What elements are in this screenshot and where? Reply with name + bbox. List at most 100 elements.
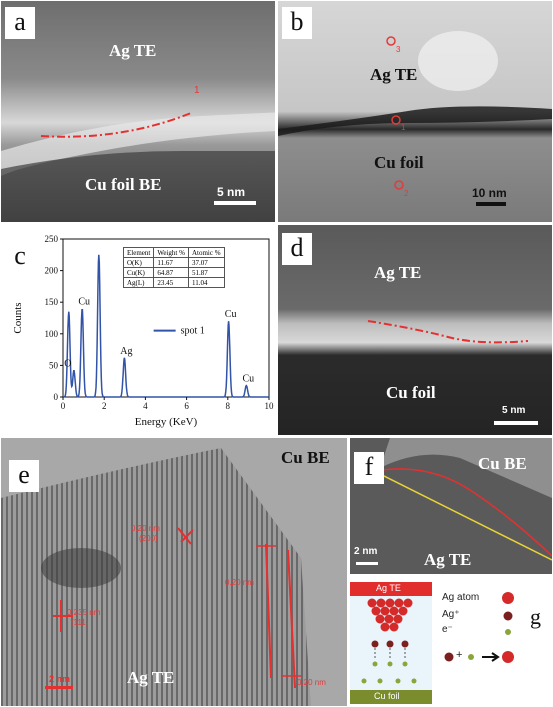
panel-a-label: a: [5, 7, 35, 39]
edx-table-row: O(K) 11.67 37.07: [122, 257, 225, 268]
panel-b-bottom-text: Cu foil: [374, 153, 424, 172]
panel-e-scale-bar: [45, 686, 73, 689]
edx-table-row: Cu(K) 64.87 51.87: [122, 267, 225, 278]
panel-e-annotation: 0.235 nm: [67, 608, 101, 617]
reaction-arrow-icon: [482, 652, 500, 662]
panel-b-scale-label: 10 nm: [472, 186, 507, 200]
edx-table-header: Element Weight % Atomic %: [122, 247, 225, 258]
peak-label: Ag: [120, 346, 132, 357]
panel-d-micrograph: [278, 225, 552, 435]
spot-2-label: 2: [404, 189, 409, 198]
spectrum-line: [63, 254, 269, 398]
interface-line: [367, 320, 529, 344]
panel-e-bottom-text: Ag TE: [127, 668, 175, 687]
edx-cell: Ag(L): [122, 277, 155, 288]
y-tick-label: 100: [45, 329, 59, 339]
panel-d-top-text: Ag TE: [374, 263, 422, 282]
panel-b: b 3 1 2 Ag TE Cu foil 10 nm: [278, 1, 552, 222]
fringe-marker: [287, 549, 296, 689]
edx-header-cell: Atomic %: [187, 247, 225, 258]
panel-f-top-text: Cu BE: [478, 454, 527, 473]
panel-b-label: b: [282, 7, 312, 39]
edx-cell: 11.04: [187, 277, 225, 288]
reaction-ag-atom-icon: [502, 651, 514, 663]
edx-cell: Cu(K): [122, 267, 155, 278]
panel-c-label: c: [5, 241, 35, 273]
panel-f-scale-bar: [356, 562, 378, 565]
interface-line-yellow: [379, 473, 552, 561]
panel-e-label: e: [9, 460, 39, 492]
legend-electron-icon: [505, 629, 511, 635]
panel-d-scale-label: 5 nm: [502, 405, 526, 416]
reaction-electron-icon: [468, 654, 474, 660]
panel-e: e Cu BE Ag TE 0.235 nm (111) 0.20 nm (20…: [1, 438, 347, 706]
spot-2: [394, 180, 404, 190]
panel-b-top-text: Ag TE: [370, 65, 418, 84]
legend-ag-ion: Ag⁺: [442, 609, 460, 620]
panel-a-top-text: Ag TE: [109, 41, 157, 60]
legend-label: spot 1: [181, 326, 205, 337]
peak-label: Cu: [225, 309, 237, 320]
panel-a-bottom-text: Cu foil BE: [85, 175, 162, 194]
panel-a-micrograph: [1, 1, 275, 222]
ag-ions: [371, 640, 409, 648]
fringe-marker: [180, 529, 194, 543]
panel-g-label: g: [530, 604, 541, 629]
ag-cluster: [367, 598, 413, 632]
panel-b-micrograph: [278, 1, 552, 222]
panel-e-annotation: (200): [139, 534, 158, 543]
y-axis-label: Counts: [12, 302, 24, 333]
panel-e-top-text: Cu BE: [281, 448, 330, 467]
y-tick-label: 250: [45, 234, 59, 244]
panel-b-scale-bar: [476, 202, 506, 206]
cu-foil-bar: [350, 690, 432, 704]
spot-1-label: 1: [401, 123, 406, 132]
interface-line-red: [381, 468, 552, 557]
electrons: [361, 661, 417, 684]
panel-f: f Cu BE Ag TE 2 nm: [350, 438, 552, 574]
panel-c: 0 2 4 6 8 10 0 50 100 150 200 250 Energy (KeV) Counts…: [1, 225, 277, 435]
edx-table-row: Ag(L) 23.45 11.04: [122, 277, 225, 288]
spot-3: [386, 36, 396, 46]
fringe-marker: [265, 543, 272, 679]
g-bottom-bar-text: Cu foil: [374, 691, 400, 701]
edx-cell: 64.87: [153, 267, 189, 278]
x-tick-label: 8: [226, 401, 231, 411]
spot-1: [391, 115, 401, 125]
panel-d-scale-bar: [494, 421, 538, 425]
panel-e-annotation: 0.20 nm: [131, 524, 160, 533]
panel-a: a Ag TE 1 Cu foil BE 5 nm: [1, 1, 275, 222]
panel-a-scale-bar: [214, 201, 256, 205]
fringe-marker: [177, 527, 192, 545]
peak-label: Cu: [243, 374, 255, 385]
peak-label: O: [64, 358, 71, 369]
panel-f-bottom-text: Ag TE: [424, 550, 472, 569]
x-tick-label: 4: [143, 401, 148, 411]
panel-d: d Ag TE Cu foil 5 nm: [278, 225, 552, 435]
g-top-bar-text: Ag TE: [376, 583, 401, 593]
edx-cell: 51.87: [187, 267, 225, 278]
ag-te-bar: [350, 582, 432, 596]
edx-cell: 11.67: [153, 257, 189, 268]
edx-header-cell: Weight %: [153, 247, 189, 258]
panel-e-annotation: (111): [71, 618, 89, 627]
panel-e-micrograph: [1, 438, 347, 706]
y-tick-label: 50: [49, 360, 59, 370]
legend-ag-ion-icon: [503, 611, 513, 621]
panel-d-label: d: [282, 233, 312, 265]
legend-electron: e⁻: [442, 624, 453, 635]
edx-cell: 23.45: [153, 277, 189, 288]
x-tick-label: 6: [184, 401, 189, 411]
x-axis-label: Energy (KeV): [135, 416, 198, 428]
y-tick-label: 200: [45, 266, 59, 276]
panel-d-bottom-text: Cu foil: [386, 383, 436, 402]
y-tick-label: 150: [45, 297, 59, 307]
panel-a-interface-marker: 1: [194, 85, 200, 96]
x-tick-label: 2: [102, 401, 107, 411]
panel-e-annotation: 0.20 nm: [225, 578, 254, 587]
reaction-plus: +: [456, 649, 463, 661]
panel-g-schematic: [350, 582, 514, 704]
interface-line: [40, 112, 192, 138]
peak-label: Cu: [78, 297, 90, 308]
